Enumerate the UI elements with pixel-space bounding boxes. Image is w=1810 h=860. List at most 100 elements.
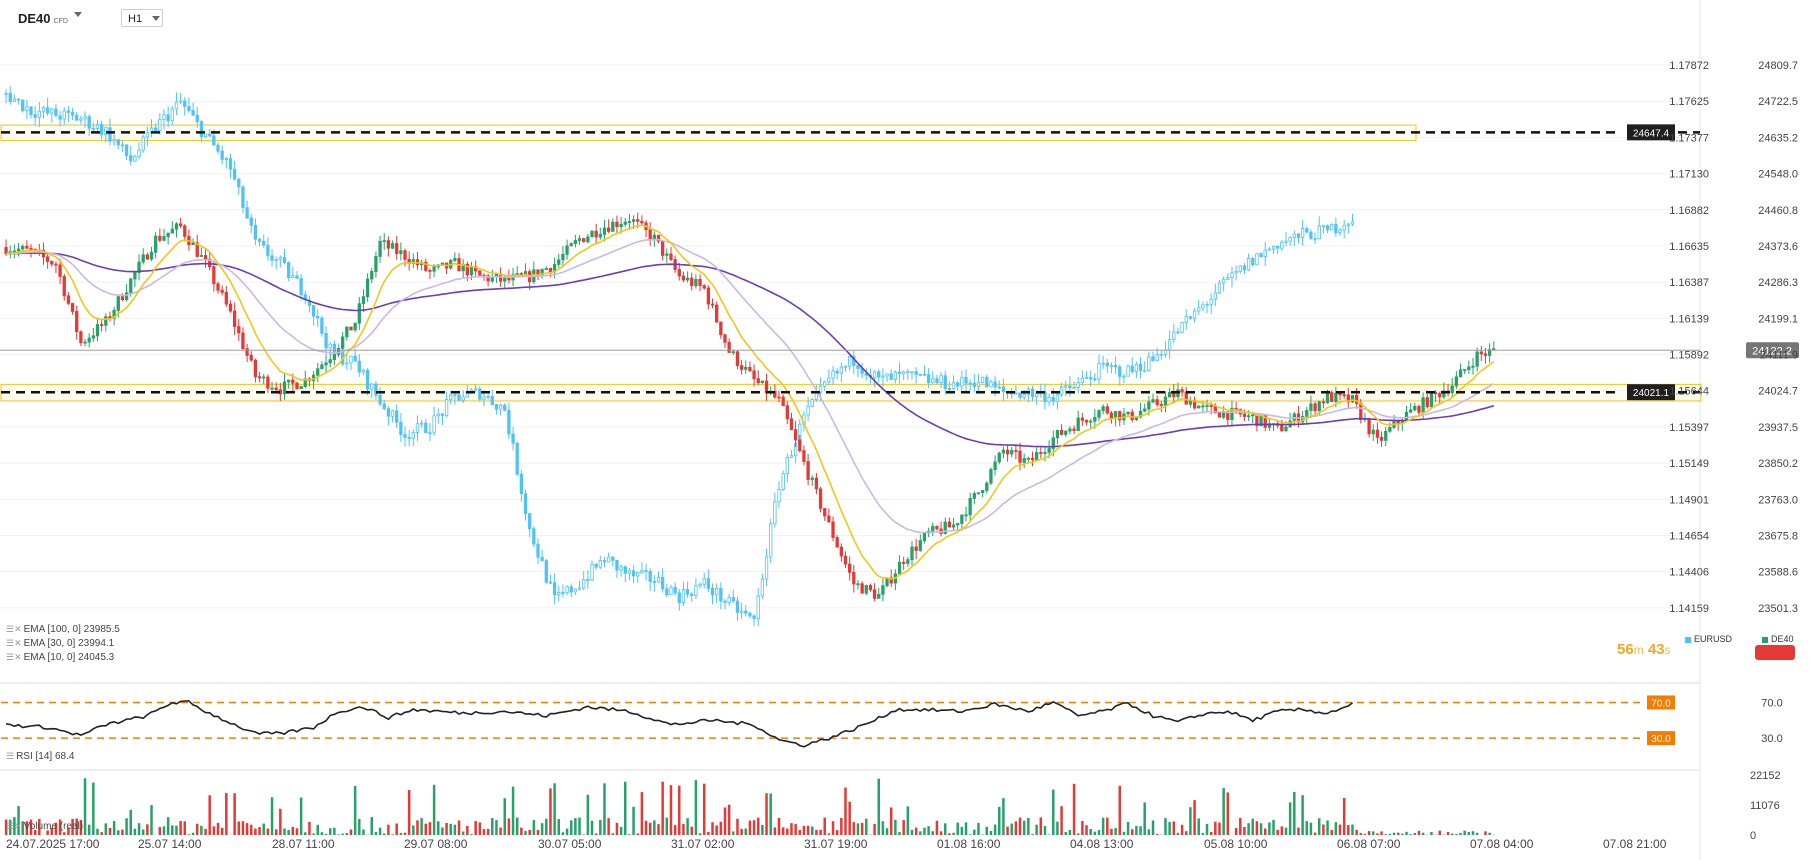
volume-bar <box>83 778 87 835</box>
eurusd-candle-body <box>133 156 137 162</box>
volume-bar <box>1101 817 1105 835</box>
eurusd-candle-body <box>411 432 415 439</box>
eurusd-candle-body <box>253 224 258 240</box>
price-tick-eurusd: 1.16635 <box>1669 241 1709 253</box>
eurusd-candle-body <box>357 360 361 373</box>
eurusd-candle-body <box>569 586 573 593</box>
indicator-ema-30[interactable]: ☰✕ EMA [30, 0] 23994.1 <box>6 638 114 649</box>
volume-bar <box>1068 829 1072 835</box>
eurusd-candle-body <box>1064 385 1068 388</box>
volume-bar <box>499 827 502 835</box>
volume-bar <box>1276 829 1279 835</box>
volume-bar <box>806 825 810 835</box>
settings-icon[interactable]: ☰✕ <box>6 638 22 648</box>
indicator-rsi[interactable]: ☰ RSI [14] 68.4 <box>6 751 74 762</box>
volume-bar <box>449 823 452 835</box>
eurusd-candle-body <box>266 244 270 257</box>
volume-bar <box>998 806 1001 835</box>
volume-bar <box>773 827 777 835</box>
volume-bar <box>216 822 220 835</box>
volume-bar <box>732 831 735 835</box>
volume-bar <box>694 780 698 835</box>
settings-icon[interactable]: ☰ <box>6 751 15 761</box>
de40-candle-body <box>403 250 407 260</box>
eurusd-candle-body <box>702 578 706 585</box>
eurusd-candle-body <box>270 255 274 261</box>
indicator-ema-10[interactable]: ☰✕ EMA [10, 0] 24045.3 <box>6 652 114 663</box>
eurusd-candle-body <box>889 373 893 380</box>
symbol-selector[interactable]: DE40 CFD <box>18 11 68 26</box>
eurusd-candle-body <box>631 570 636 577</box>
de40-candle-body <box>291 379 295 384</box>
time-tick: 07.08 04:00 <box>1470 837 1534 851</box>
de40-candle-body <box>183 225 187 237</box>
price-tick-de40: 23763.0 <box>1758 494 1798 506</box>
de40-candle-body <box>785 405 789 420</box>
eurusd-candle-body <box>62 110 66 120</box>
de40-candle-body <box>1429 392 1434 408</box>
de40-candle-body <box>1138 410 1143 418</box>
settings-icon[interactable]: ☰✕ <box>6 624 22 634</box>
volume-bar <box>1268 822 1271 835</box>
volume-bar <box>241 821 245 835</box>
eurusd-candle-body <box>187 106 191 112</box>
price-tick-eurusd: 1.17625 <box>1669 96 1709 108</box>
time-tick: 24.07.2025 17:00 <box>6 837 100 851</box>
eurusd-candle-body <box>848 356 852 367</box>
volume-bar <box>1234 828 1238 835</box>
de40-candle-body <box>149 251 154 260</box>
de40-candle-body <box>748 366 752 372</box>
timeframe-select[interactable]: H1 <box>121 9 163 27</box>
volume-bar <box>715 825 718 835</box>
indicator-ema-100[interactable]: ☰✕ EMA [100, 0] 23985.5 <box>6 624 120 635</box>
eurusd-candle-body <box>1167 339 1172 351</box>
de40-candle-body <box>976 492 981 495</box>
price-levels[interactable]: 24647.4 24021.1 24122.2 <box>0 124 1799 401</box>
eurusd-candle-body <box>997 386 1001 389</box>
chevron-down-icon[interactable] <box>74 12 82 17</box>
de40-candle-body <box>582 238 586 243</box>
volume-bar <box>1143 802 1146 835</box>
volume-bar <box>1280 826 1284 835</box>
indicator-volume[interactable]: ☰✕ Volume (real) <box>6 821 83 832</box>
de40-candle-body <box>1417 405 1421 413</box>
eurusd-candle-body <box>1330 223 1334 231</box>
volume-bar <box>299 797 303 835</box>
settings-icon[interactable]: ☰✕ <box>6 821 22 831</box>
eurusd-candle-body <box>586 579 590 582</box>
volume-bar <box>781 827 785 835</box>
de40-candle-body <box>1001 449 1006 454</box>
volume-bar <box>952 832 955 835</box>
de40-candle-body <box>814 477 819 490</box>
volume-bar <box>719 821 723 835</box>
de40-candle-body <box>453 258 457 261</box>
settings-icon[interactable]: ☰✕ <box>6 652 22 662</box>
de40-candle-body <box>1051 437 1055 449</box>
eurusd-candle-body <box>1130 365 1134 372</box>
time-tick: 07.08 21:00 <box>1603 837 1667 851</box>
eurusd-candle-body <box>249 217 253 226</box>
eurusd-candle-body <box>70 112 75 116</box>
legend-label: DE40 <box>1771 634 1794 644</box>
de40-candle-body <box>1018 450 1022 463</box>
de40-candle-body <box>839 546 843 557</box>
candle-countdown: 56m 43s <box>1617 641 1671 658</box>
price-tick-eurusd: 1.14159 <box>1669 603 1709 615</box>
eurusd-candle-body <box>307 299 312 306</box>
eurusd-candle-body <box>278 257 282 260</box>
de40-candle-body <box>1346 394 1350 403</box>
volume-bar <box>636 833 639 835</box>
volume-bar <box>1135 825 1138 835</box>
eurusd-candle-body <box>1209 298 1213 305</box>
indicator-value: 23994.1 <box>78 638 115 649</box>
eurusd-candle-body <box>960 376 964 387</box>
volume-bar <box>1396 832 1400 835</box>
sell-indicator-badge[interactable] <box>1755 645 1795 660</box>
volume-bar <box>777 817 781 835</box>
chevron-down-icon[interactable] <box>152 16 160 21</box>
de40-candle-body <box>1359 402 1363 421</box>
de40-candle-body <box>631 219 636 222</box>
eurusd-candle-body <box>58 115 62 120</box>
indicator-name: EMA [100, 0] <box>23 624 81 635</box>
